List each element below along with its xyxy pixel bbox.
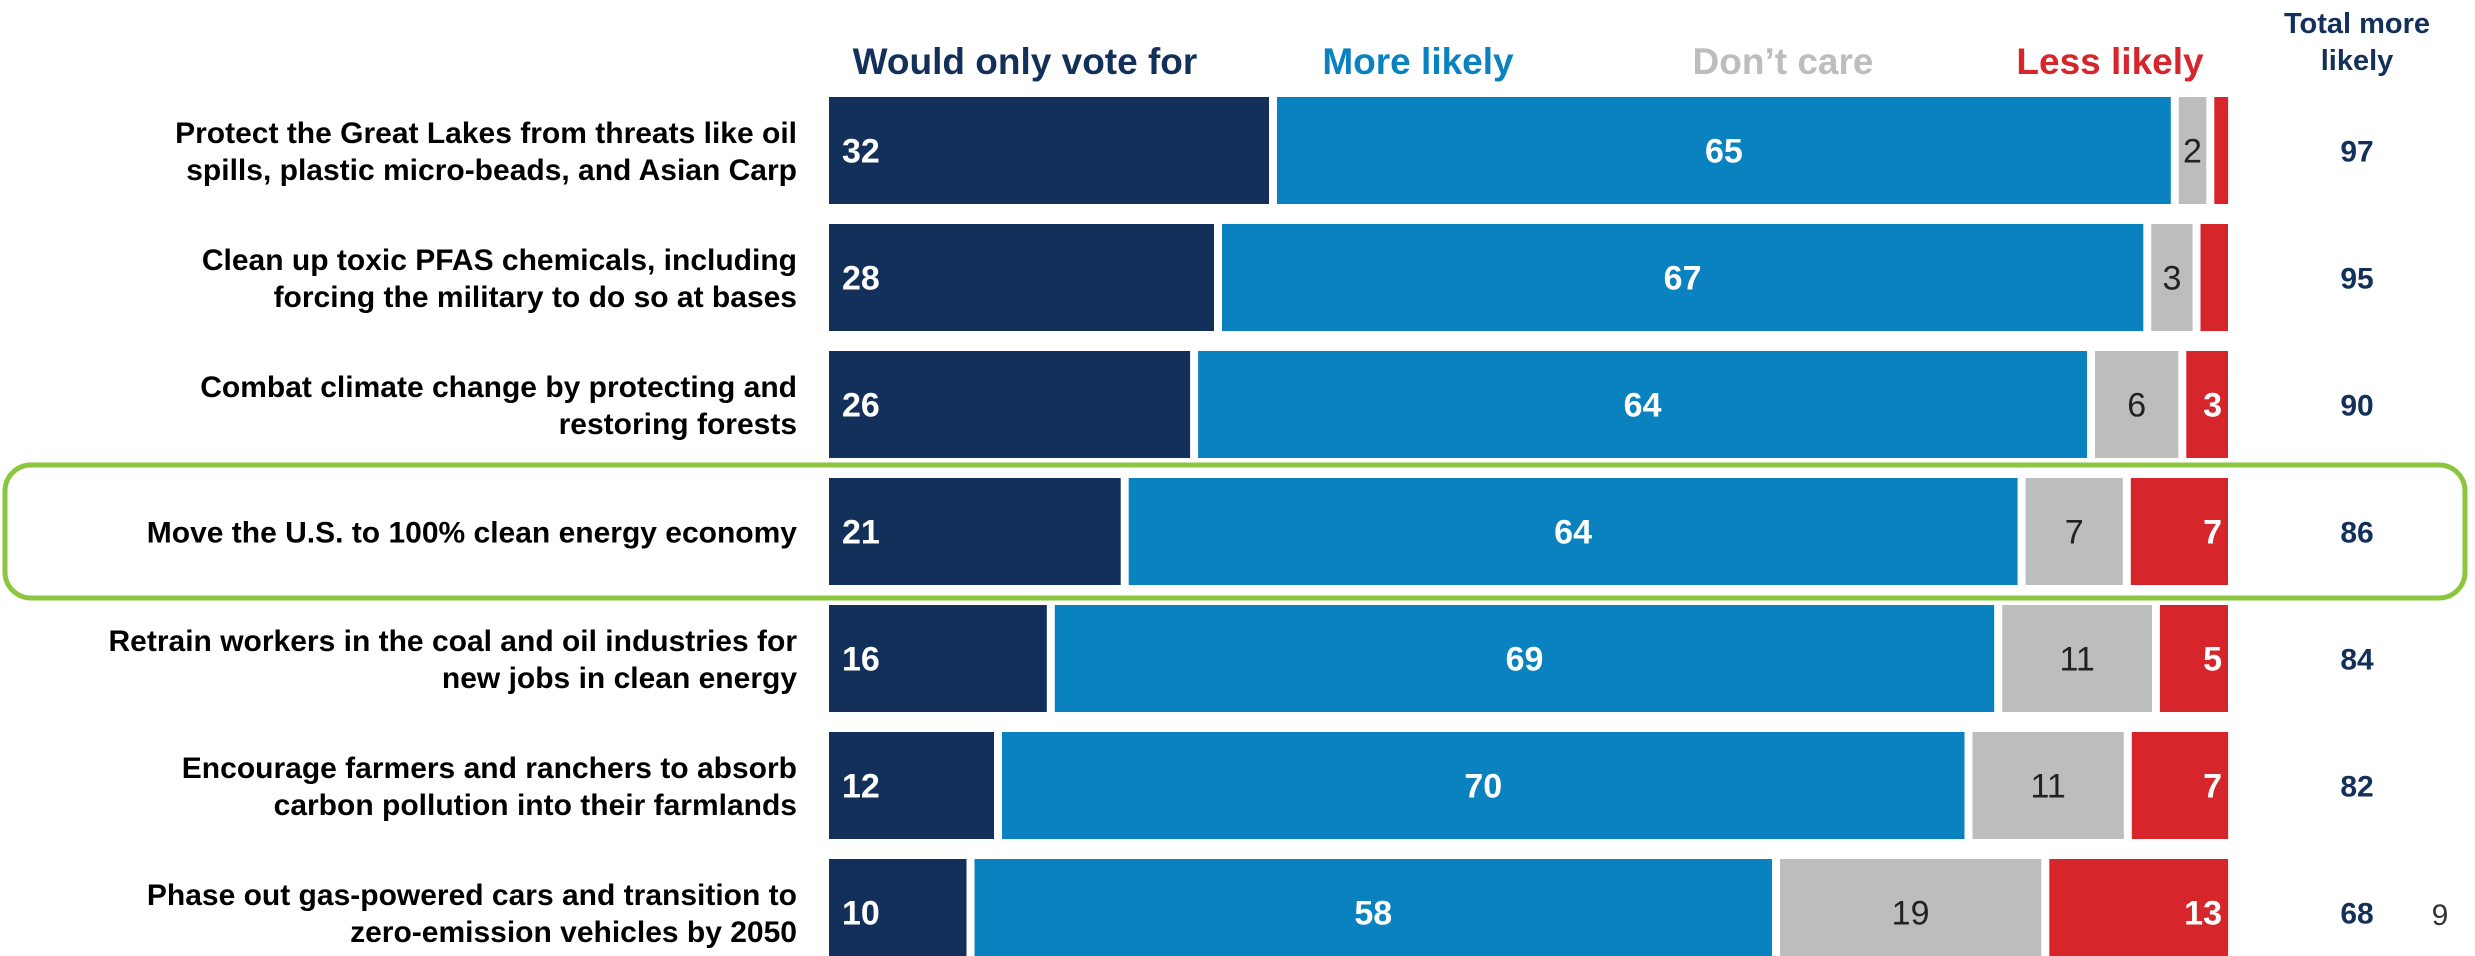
totals-header-line: likely [2321, 45, 2394, 77]
bar-don-t-care [2095, 351, 2179, 458]
chart-row: Retrain workers in the coal and oil indu… [109, 605, 2374, 712]
data-label: 11 [2030, 768, 2065, 806]
chart-row: Encourage farmers and ranchers to absorb… [182, 732, 2374, 839]
chart-row: Combat climate change by protecting and r… [200, 351, 2374, 458]
totals-header: Total more likely [2284, 8, 2430, 77]
bar-more-likely [1222, 224, 2144, 331]
bar-don-t-care [1972, 732, 2124, 839]
data-label: 64 [1554, 514, 1592, 552]
bar-less-likely [2186, 351, 2228, 458]
chart-rows: Protect the Great Lakes from threats lik… [109, 97, 2374, 956]
total-more-likely: 97 [2340, 136, 2373, 169]
data-label: 12 [842, 768, 880, 806]
total-more-likely: 95 [2340, 263, 2373, 296]
bar-more-likely [1277, 97, 2171, 204]
total-more-likely: 86 [2340, 517, 2373, 550]
category-label: Protect the Great Lakes from threats lik… [175, 117, 797, 150]
data-label: 6 [2127, 387, 2146, 425]
data-label: 64 [1624, 387, 1662, 425]
bar-would-only-vote-for [829, 97, 1269, 204]
category-label: forcing the military to do so at bases [274, 281, 797, 314]
category-label: Clean up toxic PFAS chemicals, including [202, 244, 797, 277]
total-more-likely: 82 [2340, 771, 2373, 804]
bar-less-likely [2049, 859, 2229, 956]
category-label: Retrain workers in the coal and oil indu… [109, 625, 798, 658]
bar-less-likely [2200, 224, 2228, 331]
data-label: 58 [1354, 895, 1392, 933]
totals-header-line: Total more [2284, 8, 2430, 40]
data-label: 32 [842, 133, 880, 171]
data-label: 7 [2203, 768, 2222, 806]
data-label: 5 [2203, 641, 2222, 679]
chart-row: Move the U.S. to 100% clean energy econo… [147, 478, 2374, 585]
category-label: Phase out gas-powered cars and transitio… [147, 879, 797, 912]
category-label: carbon pollution into their farmlands [274, 789, 797, 822]
data-label: 70 [1464, 768, 1502, 806]
category-label: new jobs in clean energy [442, 662, 797, 695]
bar-don-t-care [2025, 478, 2123, 585]
bar-more-likely [1054, 605, 1995, 712]
category-label: restoring forests [559, 408, 797, 441]
category-label: zero-emission vehicles by 2050 [350, 916, 797, 949]
bar-would-only-vote-for [829, 732, 994, 839]
data-label: 65 [1705, 133, 1743, 171]
total-more-likely: 84 [2340, 644, 2374, 677]
data-label: 3 [2162, 260, 2181, 298]
bar-less-likely [2131, 732, 2229, 839]
total-more-likely: 68 [2340, 898, 2373, 931]
data-label: 11 [2059, 641, 2094, 679]
highlight-box [2, 462, 2468, 601]
chart-row: Protect the Great Lakes from threats lik… [175, 97, 2374, 204]
legend-would-only-vote-for: Would only vote for [853, 41, 1198, 82]
bar-would-only-vote-for [829, 859, 967, 956]
data-label: 2 [2183, 133, 2202, 171]
bar-less-likely [2130, 478, 2228, 585]
data-label: 7 [2203, 514, 2222, 552]
bar-less-likely [2214, 97, 2229, 204]
highlight-layer [2, 462, 2468, 601]
bar-would-only-vote-for [829, 605, 1047, 712]
legend-more-likely: More likely [1322, 41, 1514, 82]
legend-less-likely: Less likely [2016, 41, 2204, 82]
bar-less-likely [2159, 605, 2228, 712]
bar-don-t-care [2178, 97, 2207, 204]
bar-would-only-vote-for [829, 224, 1214, 331]
chart-row: Phase out gas-powered cars and transitio… [147, 859, 2374, 956]
bar-don-t-care [2151, 224, 2193, 331]
category-label: spills, plastic micro-beads, and Asian C… [186, 154, 797, 187]
data-label: 69 [1506, 641, 1544, 679]
data-label: 16 [842, 641, 880, 679]
bar-would-only-vote-for [829, 351, 1191, 458]
data-label: 28 [842, 260, 880, 298]
page-number: 9 [2432, 899, 2449, 932]
chart-row: Clean up toxic PFAS chemicals, including… [202, 224, 2374, 331]
category-label: Move the U.S. to 100% clean energy econo… [147, 517, 798, 550]
data-label: 7 [2065, 514, 2084, 552]
bar-more-likely [1128, 478, 2018, 585]
data-label: 67 [1664, 260, 1702, 298]
category-label: Encourage farmers and ranchers to absorb [182, 752, 797, 785]
bar-would-only-vote-for [829, 478, 1121, 585]
data-label: 13 [2184, 895, 2222, 933]
bar-more-likely [974, 859, 1772, 956]
bar-don-t-care [2002, 605, 2152, 712]
total-more-likely: 90 [2340, 390, 2373, 423]
data-label: 26 [842, 387, 880, 425]
legend-don-t-care: Don’t care [1693, 41, 1874, 82]
data-label: 10 [842, 895, 880, 933]
bar-more-likely [1002, 732, 1965, 839]
legend: Would only vote for More likely Don’t care… [853, 41, 2204, 82]
data-label: 21 [842, 514, 880, 552]
data-label: 19 [1892, 895, 1930, 933]
bar-more-likely [1198, 351, 2087, 458]
bar-don-t-care [1780, 859, 2042, 956]
category-label: Combat climate change by protecting and [200, 371, 797, 404]
data-label: 3 [2203, 387, 2222, 425]
